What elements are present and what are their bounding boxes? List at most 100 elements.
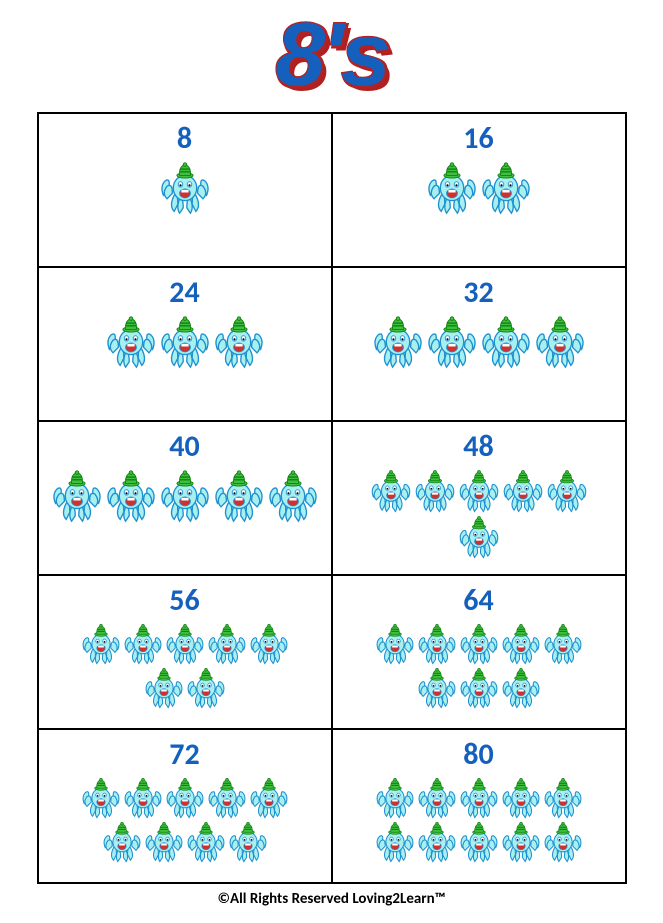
grid-cell: 56 <box>38 575 332 729</box>
octopus-icon <box>206 777 248 819</box>
icon-row <box>143 667 227 709</box>
icon-row <box>104 315 266 369</box>
octopus-icon <box>212 315 266 369</box>
octopus-icon <box>248 777 290 819</box>
grid-cell: 16 <box>332 113 626 267</box>
cell-number: 16 <box>463 120 493 157</box>
cell-icons <box>374 623 584 709</box>
icon-row <box>369 469 589 513</box>
grid-cell: 64 <box>332 575 626 729</box>
multiplication-grid: 8 16 <box>37 112 627 884</box>
cell-number: 72 <box>169 736 199 773</box>
octopus-icon <box>143 667 185 709</box>
cell-icons <box>80 777 290 863</box>
cell-number: 8 <box>177 120 192 157</box>
octopus-icon <box>143 821 185 863</box>
grid-cell: 24 <box>38 267 332 421</box>
octopus-icon <box>425 161 479 215</box>
octopus-icon <box>413 469 457 513</box>
cell-icons <box>425 161 533 215</box>
cell-number: 48 <box>463 428 493 465</box>
grid-cell: 32 <box>332 267 626 421</box>
octopus-icon <box>416 821 458 863</box>
cell-number: 32 <box>463 274 493 311</box>
octopus-icon <box>416 667 458 709</box>
icon-row <box>50 469 320 523</box>
octopus-icon <box>374 821 416 863</box>
octopus-icon <box>164 777 206 819</box>
octopus-icon <box>500 667 542 709</box>
octopus-icon <box>158 315 212 369</box>
octopus-icon <box>457 515 501 559</box>
octopus-icon <box>542 623 584 665</box>
cell-number: 40 <box>169 428 199 465</box>
octopus-icon <box>416 777 458 819</box>
octopus-icon <box>533 315 587 369</box>
icon-row <box>374 777 584 819</box>
octopus-icon <box>479 315 533 369</box>
octopus-icon <box>206 623 248 665</box>
octopus-icon <box>479 161 533 215</box>
octopus-icon <box>212 469 266 523</box>
page-title: 8's <box>275 10 388 100</box>
icon-row <box>374 821 584 863</box>
octopus-icon <box>371 315 425 369</box>
cell-number: 80 <box>463 736 493 773</box>
octopus-icon <box>500 623 542 665</box>
icon-row <box>158 161 212 215</box>
octopus-icon <box>542 821 584 863</box>
octopus-icon <box>500 821 542 863</box>
octopus-icon <box>122 623 164 665</box>
icon-row <box>457 515 501 559</box>
octopus-icon <box>50 469 104 523</box>
octopus-icon <box>458 777 500 819</box>
octopus-icon <box>80 623 122 665</box>
cell-icons <box>80 623 290 709</box>
grid-cell: 8 <box>38 113 332 267</box>
octopus-icon <box>158 469 212 523</box>
cell-icons <box>158 161 212 215</box>
cell-icons <box>50 469 320 523</box>
copyright-footer: ©All Rights Reserved Loving2Learn™ <box>218 890 446 908</box>
icon-row <box>101 821 269 863</box>
octopus-icon <box>457 469 501 513</box>
octopus-icon <box>501 469 545 513</box>
octopus-icon <box>158 161 212 215</box>
octopus-icon <box>227 821 269 863</box>
octopus-icon <box>164 623 206 665</box>
octopus-icon <box>374 777 416 819</box>
octopus-icon <box>104 315 158 369</box>
cell-number: 24 <box>169 274 199 311</box>
octopus-icon <box>545 469 589 513</box>
octopus-icon <box>458 667 500 709</box>
octopus-icon <box>458 821 500 863</box>
octopus-icon <box>374 623 416 665</box>
octopus-icon <box>185 667 227 709</box>
grid-cell: 72 <box>38 729 332 883</box>
cell-icons <box>104 315 266 369</box>
icon-row <box>416 667 542 709</box>
icon-row <box>80 777 290 819</box>
grid-cell: 80 <box>332 729 626 883</box>
octopus-icon <box>185 821 227 863</box>
octopus-icon <box>266 469 320 523</box>
octopus-icon <box>542 777 584 819</box>
octopus-icon <box>101 821 143 863</box>
octopus-icon <box>369 469 413 513</box>
cell-number: 56 <box>169 582 199 619</box>
icon-row <box>371 315 587 369</box>
cell-icons <box>369 469 589 559</box>
icon-row <box>80 623 290 665</box>
grid-cell: 48 <box>332 421 626 575</box>
octopus-icon <box>80 777 122 819</box>
cell-icons <box>374 777 584 863</box>
grid-cell: 40 <box>38 421 332 575</box>
octopus-icon <box>104 469 158 523</box>
octopus-icon <box>122 777 164 819</box>
octopus-icon <box>458 623 500 665</box>
octopus-icon <box>248 623 290 665</box>
cell-number: 64 <box>463 582 493 619</box>
icon-row <box>425 161 533 215</box>
octopus-icon <box>416 623 458 665</box>
octopus-icon <box>500 777 542 819</box>
